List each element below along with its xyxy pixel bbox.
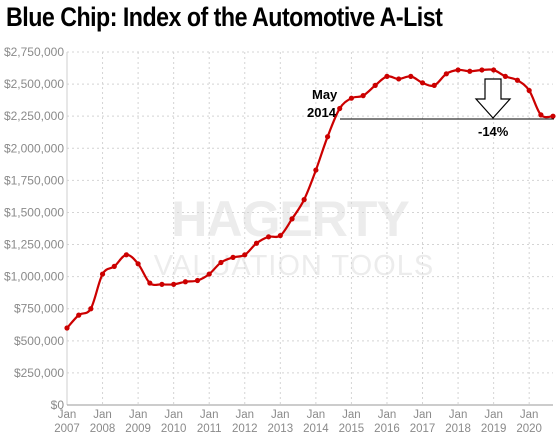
x-tick-label-month: Jan bbox=[307, 409, 326, 421]
data-point bbox=[265, 234, 272, 240]
y-tick-label: $0 bbox=[51, 398, 65, 412]
y-tick-label: $500,000 bbox=[14, 334, 64, 348]
x-tick-label-year: 2015 bbox=[339, 423, 365, 435]
y-tick-label: $1,500,000 bbox=[4, 205, 64, 219]
x-tick-label-month: Jan bbox=[520, 409, 539, 421]
x-tick-label-month: Jan bbox=[342, 409, 361, 421]
y-tick-label: $750,000 bbox=[14, 302, 64, 316]
x-tick-label-month: Jan bbox=[449, 409, 468, 421]
data-point bbox=[301, 197, 307, 203]
data-point bbox=[324, 134, 331, 140]
x-tick-label-year: 2016 bbox=[374, 423, 400, 435]
x-tick-label-year: 2017 bbox=[410, 423, 436, 435]
y-tick-label: $1,250,000 bbox=[4, 238, 64, 252]
chart-title: Blue Chip: Index of the Automotive A-Lis… bbox=[6, 2, 443, 32]
x-tick-label-year: 2010 bbox=[161, 423, 187, 435]
data-point bbox=[348, 95, 355, 101]
data-point bbox=[372, 82, 378, 88]
data-point bbox=[218, 259, 224, 266]
data-point bbox=[526, 87, 532, 94]
data-point bbox=[171, 281, 177, 287]
y-tick-label: $2,000,000 bbox=[4, 141, 64, 155]
series-index bbox=[64, 67, 556, 331]
y-tick-label: $2,750,000 bbox=[4, 45, 64, 59]
x-tick-label-year: 2008 bbox=[90, 423, 116, 435]
data-point bbox=[538, 112, 544, 118]
x-tick-label-year: 2018 bbox=[445, 423, 471, 435]
change-label: -14% bbox=[478, 124, 509, 139]
data-point bbox=[99, 271, 106, 277]
y-tick-label: $2,250,000 bbox=[4, 109, 64, 123]
y-tick-label: $1,750,000 bbox=[4, 173, 64, 187]
x-tick-label-month: Jan bbox=[164, 409, 183, 421]
x-tick-label-month: Jan bbox=[378, 409, 397, 421]
y-tick-label: $1,000,000 bbox=[4, 270, 64, 284]
data-point bbox=[194, 277, 201, 284]
x-tick-label-month: Jan bbox=[93, 409, 112, 421]
data-point bbox=[408, 73, 414, 79]
down-arrow-icon bbox=[474, 78, 512, 119]
y-tick-label: $2,500,000 bbox=[4, 77, 64, 91]
data-point bbox=[253, 240, 260, 246]
y-axis-ticks: $0 $250,000 $500,000 $750,000 $1,000,000 $1,2… bbox=[4, 45, 64, 412]
data-point bbox=[206, 271, 212, 277]
data-point bbox=[455, 67, 461, 73]
x-tick-label-month: Jan bbox=[271, 409, 290, 421]
x-tick-label-year: 2020 bbox=[516, 423, 542, 435]
data-point bbox=[502, 73, 508, 79]
data-point bbox=[88, 306, 94, 312]
annotations: May 2014 -14% bbox=[307, 78, 554, 139]
x-tick-label-year: 2011 bbox=[197, 423, 222, 435]
data-point bbox=[182, 279, 188, 285]
data-point bbox=[230, 254, 236, 260]
data-point bbox=[313, 167, 319, 173]
data-point bbox=[419, 80, 426, 86]
data-point bbox=[431, 82, 437, 88]
data-point bbox=[135, 261, 141, 267]
x-tick-label-year: 2009 bbox=[125, 423, 151, 435]
data-point bbox=[443, 71, 449, 77]
data-point bbox=[242, 252, 248, 258]
x-tick-label-month: Jan bbox=[484, 409, 503, 421]
data-point bbox=[396, 76, 402, 82]
data-point bbox=[550, 113, 556, 119]
x-tick-label-month: Jan bbox=[58, 409, 77, 421]
peak-label-month: May bbox=[312, 87, 338, 102]
watermark: HAGERTY VALUATION TOOLS bbox=[154, 191, 434, 282]
data-point bbox=[384, 73, 390, 79]
data-point bbox=[76, 312, 82, 318]
x-axis-ticks: Jan 2007 Jan 2008 Jan 2009 Jan 2010 Jan 2011 Jan 20… bbox=[54, 409, 542, 435]
data-point bbox=[277, 232, 283, 239]
data-point bbox=[147, 280, 153, 286]
x-tick-label-month: Jan bbox=[200, 409, 219, 421]
data-point bbox=[289, 216, 295, 222]
x-tick-label-month: Jan bbox=[235, 409, 254, 421]
x-tick-label-month: Jan bbox=[129, 409, 148, 421]
data-point bbox=[64, 325, 70, 331]
x-tick-label-year: 2007 bbox=[54, 423, 80, 435]
watermark-subtext: VALUATION TOOLS bbox=[154, 250, 434, 282]
x-tick-label-year: 2019 bbox=[481, 423, 507, 435]
data-point bbox=[123, 252, 129, 258]
x-tick-label-year: 2013 bbox=[268, 423, 294, 435]
data-point bbox=[111, 263, 117, 269]
x-tick-label-month: Jan bbox=[413, 409, 432, 421]
data-point bbox=[159, 281, 165, 287]
data-point bbox=[467, 68, 473, 74]
data-point bbox=[479, 67, 485, 73]
gridlines bbox=[67, 51, 553, 405]
data-point bbox=[514, 77, 521, 83]
x-tick-label-year: 2014 bbox=[303, 423, 329, 435]
peak-label-year: 2014 bbox=[307, 105, 337, 120]
y-tick-label: $250,000 bbox=[14, 366, 64, 380]
x-tick-label-year: 2012 bbox=[232, 423, 258, 435]
data-point bbox=[337, 105, 343, 112]
data-point bbox=[360, 93, 366, 99]
data-point bbox=[491, 67, 497, 73]
